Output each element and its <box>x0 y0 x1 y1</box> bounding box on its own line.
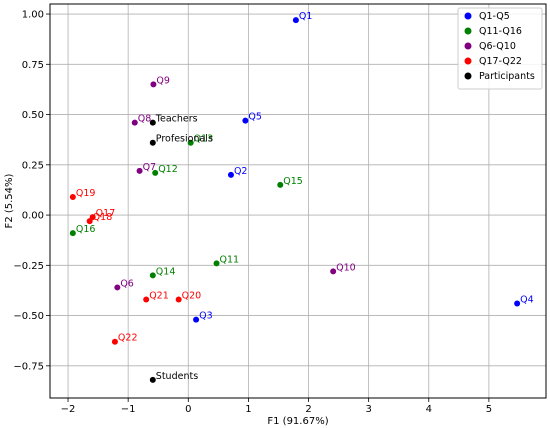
point-label: Q8 <box>138 114 152 125</box>
x-tick-label: 2 <box>305 404 311 415</box>
point-label: Q10 <box>336 262 356 273</box>
point-label: Students <box>156 371 198 382</box>
y-axis-label: F2 (5.54%) <box>4 173 15 228</box>
data-point <box>149 376 156 383</box>
y-tick-label: −0.25 <box>13 261 44 272</box>
point-label: Q19 <box>76 188 96 199</box>
point-label: Q6 <box>120 278 134 289</box>
data-point <box>242 117 249 124</box>
legend: Q1-Q5 Q11-Q16 Q6-Q10 Q17-Q22 Participants <box>457 7 543 90</box>
legend-label: Q11-Q16 <box>479 26 522 37</box>
y-tick-label: −0.75 <box>13 361 44 372</box>
data-point <box>136 167 143 174</box>
x-tick-label: 3 <box>365 404 371 415</box>
x-tick-label: 1 <box>245 404 251 415</box>
data-point <box>175 296 182 303</box>
grid <box>50 4 546 398</box>
data-point <box>277 181 284 188</box>
data-point <box>114 284 121 291</box>
point-label: Q22 <box>118 333 138 344</box>
x-tick-label: −1 <box>121 404 136 415</box>
data-point <box>514 300 521 307</box>
data-point <box>69 230 76 237</box>
data-points: Q1 Q2 Q3 Q4 Q5 Q11 Q12 Q13 Q14 Q15 Q16 Q6 Q7 Q8 Q9 Q10 Q… <box>69 11 534 383</box>
x-tick-label: 5 <box>486 404 492 415</box>
point-label: Q9 <box>156 75 170 86</box>
data-point <box>149 272 156 279</box>
legend-marker <box>464 12 472 20</box>
point-label: Teachers <box>155 114 198 125</box>
legend-marker <box>464 72 472 80</box>
point-label: Q14 <box>156 266 176 277</box>
data-point <box>187 139 194 146</box>
legend-label: Q6-Q10 <box>479 41 516 52</box>
y-tick-label: 1.00 <box>22 10 44 21</box>
axis-ticks: −2 −1 0 1 2 3 4 5 −0.75 −0.50 −0.25 0.00 0.25 0.50 0.7… <box>13 10 492 415</box>
legend-label: Q1-Q5 <box>479 11 510 22</box>
x-tick-label: 4 <box>426 404 432 415</box>
y-tick-label: 0.50 <box>22 110 44 121</box>
y-tick-label: −0.50 <box>13 311 44 322</box>
point-label: Q17 <box>96 208 116 219</box>
data-point <box>111 338 118 345</box>
plot-frame <box>49 3 547 399</box>
x-tick-label: −2 <box>61 404 76 415</box>
legend-label: Q17-Q22 <box>479 56 522 67</box>
data-point <box>152 169 159 176</box>
point-label: Profesionals <box>156 134 213 145</box>
x-tick-label: 0 <box>185 404 191 415</box>
point-label: Q15 <box>283 176 303 187</box>
legend-marker <box>464 57 472 65</box>
legend-marker <box>464 27 472 35</box>
data-point <box>150 81 157 88</box>
point-label: Q18 <box>93 212 113 223</box>
y-tick-label: 0.75 <box>22 60 44 71</box>
data-point <box>143 296 150 303</box>
data-point <box>69 193 76 200</box>
point-label: Q16 <box>76 224 96 235</box>
point-label: Q7 <box>143 162 157 173</box>
point-label: Q4 <box>520 295 534 306</box>
data-point <box>193 316 200 323</box>
point-label: Q20 <box>182 291 202 302</box>
point-label: Q11 <box>220 254 240 265</box>
y-tick-label: 0.00 <box>22 211 44 222</box>
point-label: Q2 <box>234 166 248 177</box>
data-point <box>149 119 156 126</box>
data-point <box>330 268 337 275</box>
data-point <box>213 260 220 267</box>
point-label: Q3 <box>199 311 213 322</box>
data-point <box>86 218 93 225</box>
data-point <box>149 139 156 146</box>
data-point <box>131 119 138 126</box>
point-label: Q5 <box>248 112 262 123</box>
legend-box <box>457 7 543 90</box>
point-label: Q12 <box>158 164 178 175</box>
legend-marker <box>464 42 472 50</box>
point-label: Q1 <box>299 11 313 22</box>
data-point <box>227 171 234 178</box>
point-label: Q21 <box>149 291 169 302</box>
x-axis-label: F1 (91.67%) <box>267 416 328 427</box>
y-tick-label: 0.25 <box>22 160 44 171</box>
data-point <box>292 17 299 24</box>
legend-label: Participants <box>479 71 535 82</box>
point-label: Q13 <box>194 134 214 145</box>
